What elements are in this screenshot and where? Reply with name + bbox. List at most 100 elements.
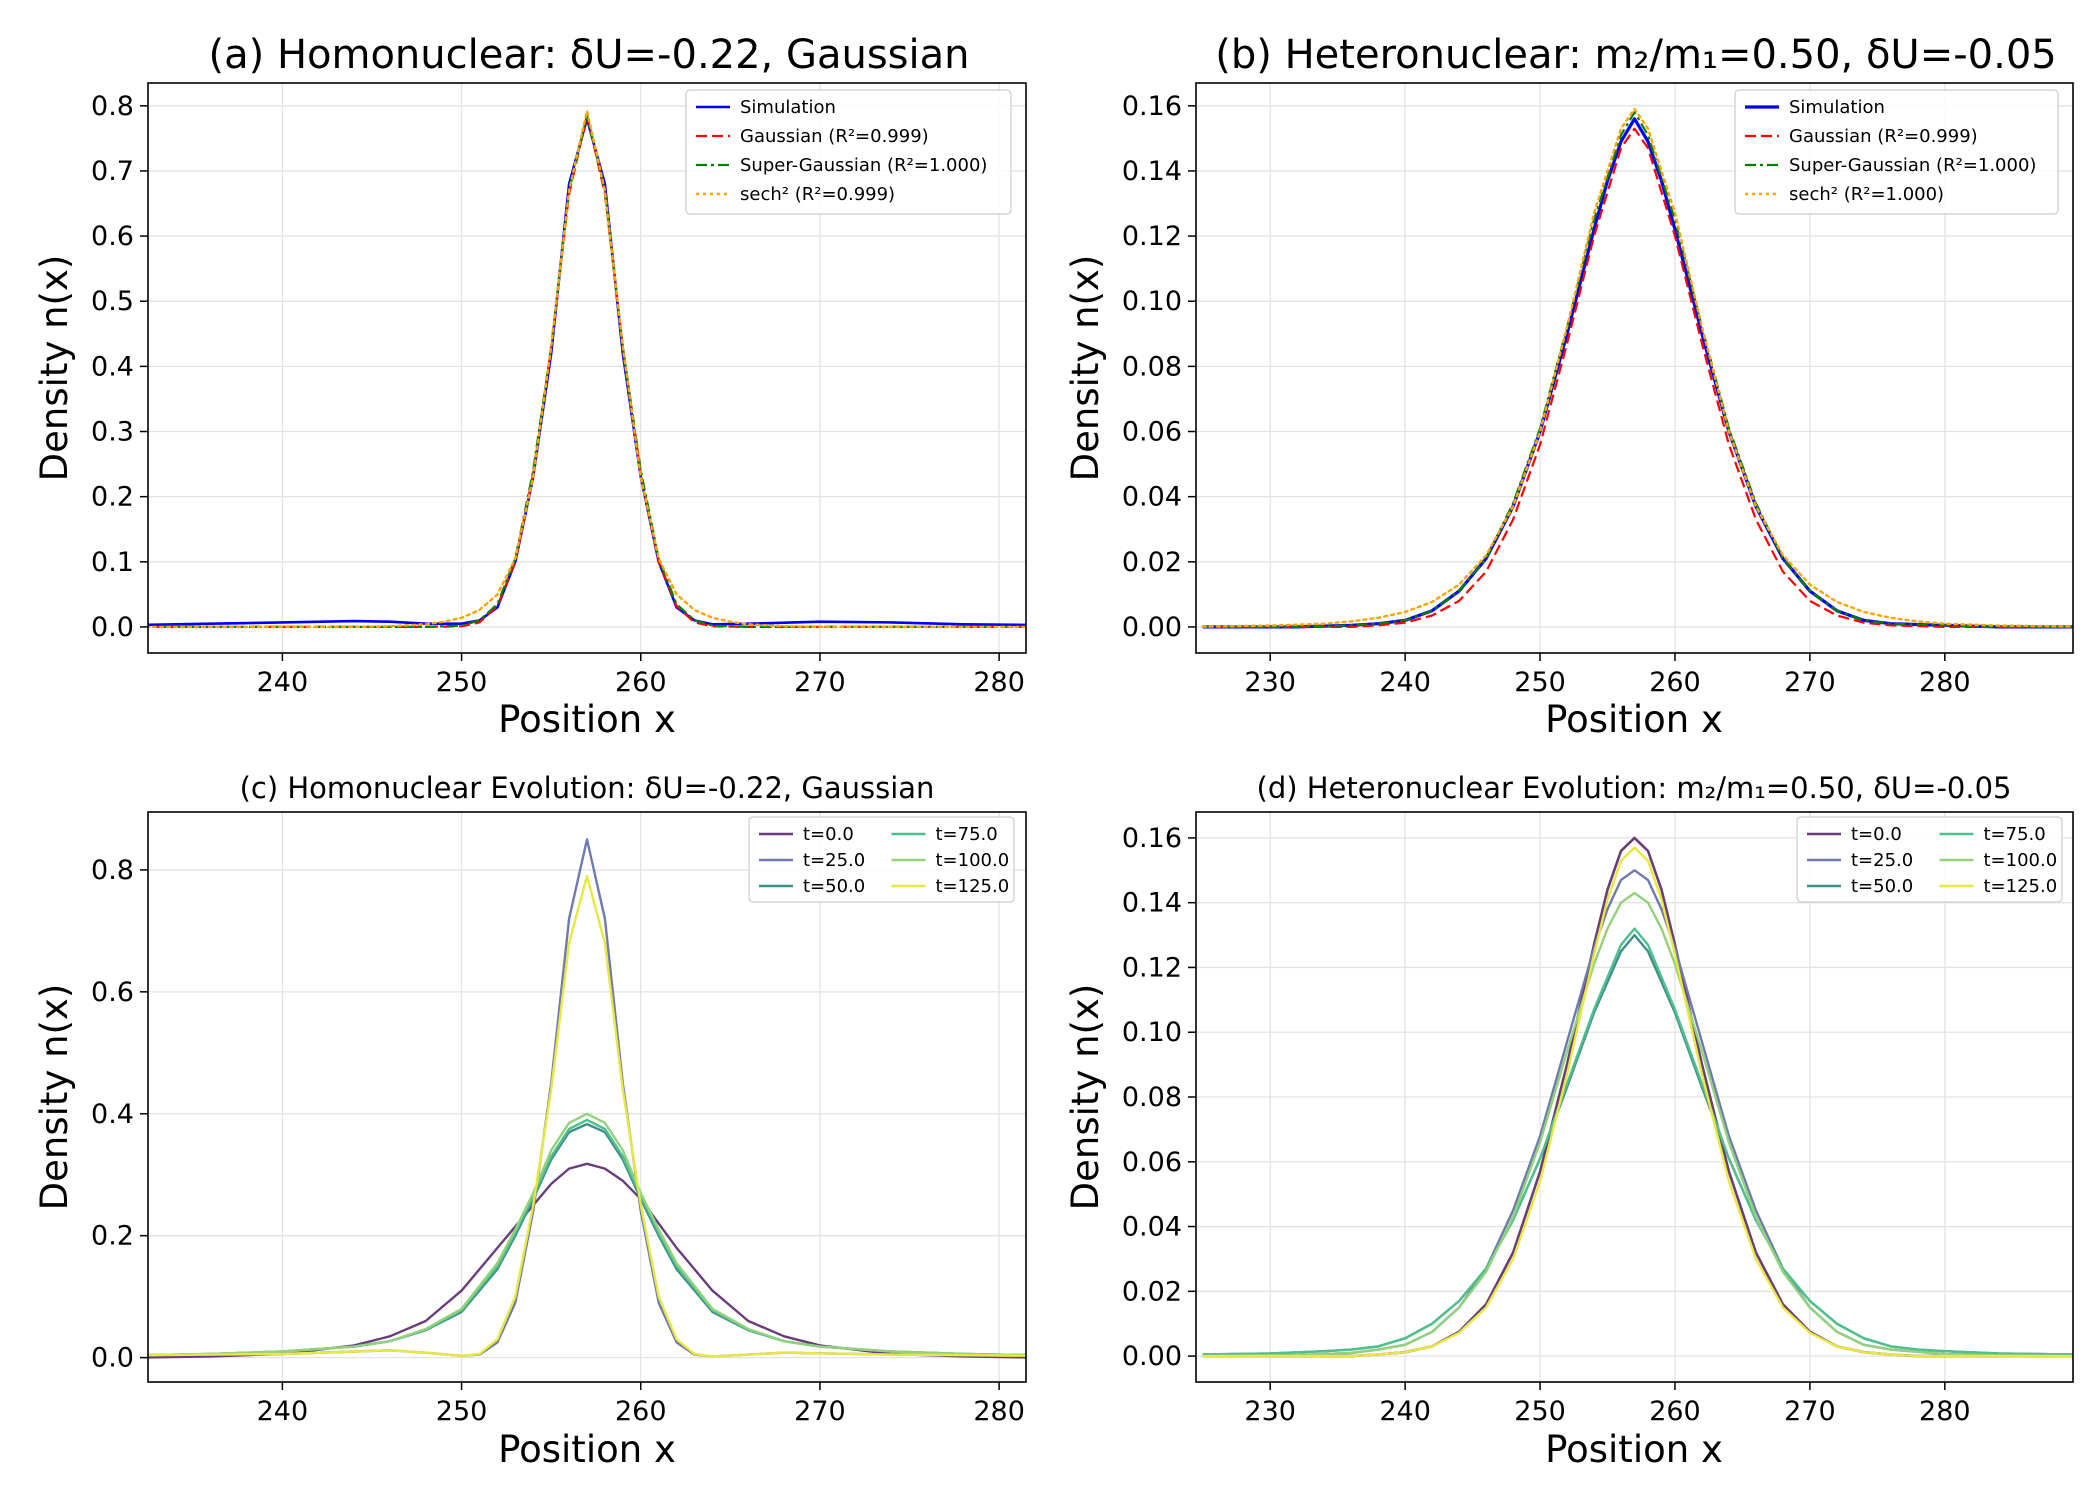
legend: Simulation Gaussian (R²=0.999) Super-Gauss…: [1734, 89, 2059, 215]
series-layer: [148, 838, 1026, 1359]
x-tick-label: 270: [794, 1396, 846, 1427]
legend-entry: Super-Gaussian (R²=1.000): [740, 155, 987, 176]
legend: t=0.0 t=25.0 t=50.0 t=75.0 t=100.0 t=125.0: [1796, 816, 2063, 903]
x-tick-label: 240: [257, 667, 309, 698]
legend-entry: t=75.0: [1984, 824, 2046, 845]
y-tick-label: 0.2: [91, 482, 134, 513]
ticks: 230 240 250 260 270 280 0.00 0.02 0.04 0.06 0.08 0.…: [1122, 823, 1971, 1427]
panel-d: (d) Heteronuclear Evolution: m₂/m₁=0.50,…: [1064, 771, 2074, 1471]
x-axis-label: Position x: [1545, 1428, 1723, 1471]
ticks: 240 250 260 270 280 0.0 0.1 0.2 0.3 0.4 0.5 0.6 0.7 0…: [91, 91, 1025, 698]
panel-title: (b) Heteronuclear: m₂/m₁=0.50, δU=-0.05: [1215, 32, 2056, 78]
y-tick-label: 0.02: [1122, 1276, 1182, 1307]
y-tick-label: 0.06: [1122, 1147, 1182, 1178]
legend-box: [685, 89, 1012, 215]
x-axis-label: Position x: [1545, 698, 1723, 741]
series-line: [148, 1162, 1026, 1359]
x-tick-label: 270: [1784, 1396, 1836, 1427]
y-tick-label: 0.04: [1122, 482, 1182, 513]
ticks: 240 250 260 270 280 0.0 0.2 0.4 0.6 0.8: [91, 855, 1025, 1427]
y-tick-label: 0.6: [91, 977, 134, 1008]
y-tick-label: 0.4: [91, 351, 134, 382]
y-tick-label: 0.16: [1122, 823, 1182, 854]
y-tick-label: 0.2: [91, 1221, 134, 1252]
series-line: [148, 874, 1026, 1358]
y-tick-label: 0.0: [91, 1343, 134, 1374]
y-tick-label: 0.06: [1122, 417, 1182, 448]
legend-entry: t=75.0: [936, 824, 998, 845]
y-tick-label: 0.5: [91, 286, 134, 317]
legend-box: [1734, 89, 2059, 215]
series-line: [1202, 111, 2073, 629]
x-tick-label: 240: [1379, 667, 1431, 698]
axes-frame: [147, 811, 1027, 1383]
x-tick-label: 270: [794, 667, 846, 698]
legend-entry: t=100.0: [936, 850, 1010, 871]
x-tick-label: 240: [1379, 1396, 1431, 1427]
legend-entry: sech² (R²=0.999): [740, 184, 895, 205]
y-tick-label: 0.14: [1122, 888, 1182, 919]
x-axis-label: Position x: [498, 1428, 676, 1471]
x-tick-label: 280: [1919, 667, 1971, 698]
y-tick-label: 0.10: [1122, 286, 1182, 317]
legend-entry: t=0.0: [803, 824, 854, 845]
legend-entry: t=25.0: [1851, 850, 1913, 871]
legend-entry: t=125.0: [936, 876, 1010, 897]
x-tick-label: 260: [1649, 1396, 1701, 1427]
panel-b: (b) Heteronuclear: m₂/m₁=0.50, δU=-0.05 …: [1064, 32, 2074, 741]
series-line: [1202, 891, 2073, 1358]
legend-entry: t=0.0: [1851, 824, 1902, 845]
y-tick-label: 0.08: [1122, 1082, 1182, 1113]
axes-frame: [1195, 82, 2074, 654]
y-axis-label: Density n(x): [33, 255, 76, 482]
series-line: [1201, 107, 2073, 628]
legend-entry: Super-Gaussian (R²=1.000): [1789, 155, 2036, 176]
panel-title: (a) Homonuclear: δU=-0.22, Gaussian: [209, 32, 970, 78]
y-tick-label: 0.10: [1122, 1017, 1182, 1048]
y-tick-label: 0.08: [1122, 351, 1182, 382]
panel-c: (c) Homonuclear Evolution: δU=-0.22, Gau…: [33, 771, 1027, 1471]
legend-box: [1796, 816, 2063, 903]
ticks: 230 240 250 260 270 280 0.00 0.02 0.04 0.06 0.08 0.…: [1122, 91, 1971, 698]
legend-box: [748, 816, 1015, 903]
y-tick-label: 0.12: [1122, 221, 1182, 252]
x-tick-label: 280: [973, 667, 1025, 698]
series-line: [1202, 127, 2073, 629]
y-tick-label: 0.00: [1122, 1341, 1182, 1372]
x-tick-label: 250: [1514, 667, 1566, 698]
y-tick-label: 0.1: [91, 547, 134, 578]
y-axis-label: Density n(x): [33, 984, 76, 1211]
x-tick-label: 280: [1919, 1396, 1971, 1427]
y-axis-label: Density n(x): [1064, 255, 1107, 482]
y-tick-label: 0.3: [91, 417, 134, 448]
legend-entry: Simulation: [1789, 97, 1885, 118]
x-axis-label: Position x: [498, 698, 676, 741]
legend-entry: t=25.0: [803, 850, 865, 871]
x-tick-label: 270: [1784, 667, 1836, 698]
y-tick-label: 0.12: [1122, 952, 1182, 983]
panel-title: (c) Homonuclear Evolution: δU=-0.22, Gau…: [240, 771, 935, 805]
x-tick-label: 250: [436, 667, 488, 698]
x-tick-label: 260: [615, 1396, 667, 1427]
series-line: [148, 1118, 1026, 1357]
grid: [148, 812, 1026, 1382]
y-tick-label: 0.4: [91, 1099, 134, 1130]
x-tick-label: 240: [257, 1396, 309, 1427]
y-tick-label: 0.6: [91, 221, 134, 252]
series-line: [1202, 846, 2073, 1358]
series-line: [148, 109, 1026, 629]
legend-entry: t=125.0: [1984, 876, 2058, 897]
x-tick-label: 280: [973, 1396, 1025, 1427]
series-line: [1202, 927, 2073, 1356]
legend-entry: t=50.0: [1851, 876, 1913, 897]
series-layer: [1202, 836, 2073, 1358]
series-line: [148, 1122, 1026, 1357]
y-tick-label: 0.7: [91, 156, 134, 187]
legend-entry: Simulation: [740, 97, 836, 118]
x-tick-label: 260: [615, 667, 667, 698]
legend-entry: t=50.0: [803, 876, 865, 897]
x-tick-label: 250: [1514, 1396, 1566, 1427]
series-line: [148, 114, 1026, 629]
panel-title: (d) Heteronuclear Evolution: m₂/m₁=0.50,…: [1257, 771, 2012, 805]
